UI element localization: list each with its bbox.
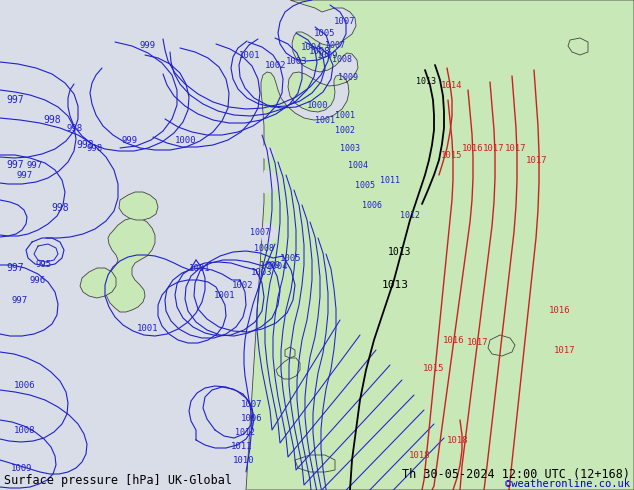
Polygon shape xyxy=(295,455,335,472)
Text: 1018: 1018 xyxy=(410,450,430,460)
Polygon shape xyxy=(285,347,295,358)
Text: 1001: 1001 xyxy=(137,323,158,333)
Text: 1015: 1015 xyxy=(441,150,463,160)
Text: 997: 997 xyxy=(6,95,24,105)
Polygon shape xyxy=(119,192,158,220)
Text: 1013: 1013 xyxy=(388,247,411,257)
Text: 1013: 1013 xyxy=(382,280,408,290)
Text: 1017: 1017 xyxy=(554,345,576,354)
Polygon shape xyxy=(568,38,588,55)
Text: 1012: 1012 xyxy=(400,211,420,220)
Text: 1009: 1009 xyxy=(260,261,280,270)
Text: 997: 997 xyxy=(6,263,24,273)
Text: 998: 998 xyxy=(43,115,61,125)
Text: 997: 997 xyxy=(27,161,43,170)
Text: 1018: 1018 xyxy=(447,436,469,444)
Text: 998: 998 xyxy=(51,203,69,213)
Text: 1007: 1007 xyxy=(250,227,270,237)
Text: 1007: 1007 xyxy=(334,18,356,26)
Text: 1007: 1007 xyxy=(242,399,262,409)
Polygon shape xyxy=(261,170,280,194)
Polygon shape xyxy=(246,0,634,490)
Text: 1016: 1016 xyxy=(443,336,465,344)
Text: 1007: 1007 xyxy=(325,41,345,49)
Text: 1016: 1016 xyxy=(462,144,484,152)
Text: 1016: 1016 xyxy=(549,305,571,315)
Text: 1001: 1001 xyxy=(335,111,355,120)
Text: 1009: 1009 xyxy=(317,50,339,59)
Text: 1004: 1004 xyxy=(268,262,288,270)
Text: ©weatheronline.co.uk: ©weatheronline.co.uk xyxy=(505,479,630,489)
Text: 1006: 1006 xyxy=(362,200,382,210)
Text: 998: 998 xyxy=(87,144,103,152)
Text: 1011: 1011 xyxy=(231,441,253,450)
Text: 1010: 1010 xyxy=(233,456,255,465)
Text: 1017: 1017 xyxy=(483,144,505,152)
Text: 1003: 1003 xyxy=(286,57,307,67)
Text: 1006: 1006 xyxy=(242,414,262,422)
Text: 999: 999 xyxy=(140,41,156,49)
Text: 996: 996 xyxy=(30,275,46,285)
Text: 1008: 1008 xyxy=(332,55,352,65)
Text: 1009: 1009 xyxy=(338,74,358,82)
Text: 997: 997 xyxy=(17,171,33,179)
Polygon shape xyxy=(105,218,155,312)
Text: Surface pressure [hPa] UK-Global: Surface pressure [hPa] UK-Global xyxy=(4,473,232,487)
Polygon shape xyxy=(261,145,274,159)
Text: 1014: 1014 xyxy=(441,80,463,90)
Text: 1000: 1000 xyxy=(175,136,197,145)
Text: 998: 998 xyxy=(67,123,83,132)
Text: 1005: 1005 xyxy=(355,180,375,190)
Polygon shape xyxy=(80,268,116,298)
Text: 1001: 1001 xyxy=(315,116,335,124)
Text: 1003: 1003 xyxy=(340,144,360,152)
Polygon shape xyxy=(261,222,278,244)
Text: 1017: 1017 xyxy=(467,338,489,346)
Polygon shape xyxy=(276,358,300,379)
Text: 999: 999 xyxy=(122,136,138,145)
Text: 1009: 1009 xyxy=(11,464,33,472)
Text: 1011: 1011 xyxy=(380,175,400,185)
Text: 997: 997 xyxy=(6,160,24,170)
Text: 1017: 1017 xyxy=(526,155,548,165)
Text: 1017: 1017 xyxy=(505,144,527,152)
Text: 1002: 1002 xyxy=(232,280,254,290)
Polygon shape xyxy=(488,335,515,356)
Text: 1001: 1001 xyxy=(239,51,261,60)
Text: 1000: 1000 xyxy=(307,100,329,109)
Text: 1008: 1008 xyxy=(14,425,36,435)
Text: 998: 998 xyxy=(76,140,94,150)
Text: 1005: 1005 xyxy=(280,253,302,263)
Text: 1001: 1001 xyxy=(190,264,210,272)
Text: 1004: 1004 xyxy=(348,161,368,170)
Text: 1015: 1015 xyxy=(424,364,444,372)
Text: 1003: 1003 xyxy=(251,268,273,276)
Text: 1006: 1006 xyxy=(14,381,36,390)
Text: 1002: 1002 xyxy=(335,125,355,134)
Text: 1008: 1008 xyxy=(254,244,274,252)
Text: 997: 997 xyxy=(12,295,28,304)
Text: 1005: 1005 xyxy=(314,28,336,38)
Text: 995: 995 xyxy=(36,260,52,269)
Text: Th 30-05-2024 12:00 UTC (12+168): Th 30-05-2024 12:00 UTC (12+168) xyxy=(402,467,630,481)
Text: 1002: 1002 xyxy=(265,60,287,70)
Text: 1004: 1004 xyxy=(301,43,323,51)
Text: 1001: 1001 xyxy=(214,291,236,299)
Text: 1012: 1012 xyxy=(235,427,255,437)
Text: 1008: 1008 xyxy=(309,48,331,56)
Text: 1013: 1013 xyxy=(416,77,436,87)
